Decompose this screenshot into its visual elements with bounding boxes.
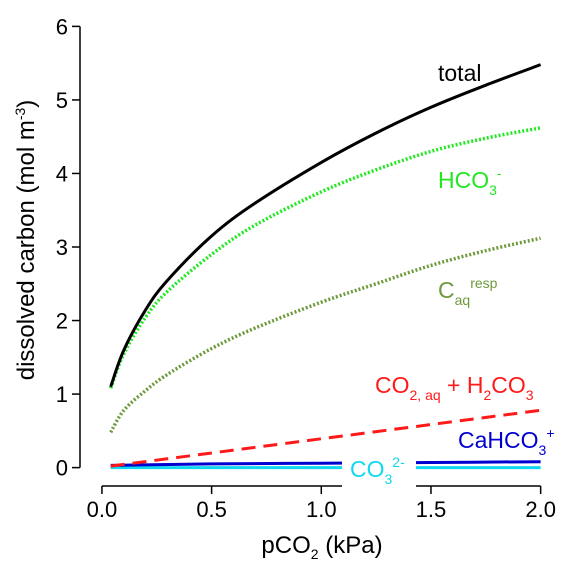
x-tick-label: 0.0 — [87, 497, 118, 522]
series-labels: total HCO3- Caqresp CO2, aq + H2CO3 CaHCO3+ C… — [342, 60, 555, 488]
y-axis-title: dissolved carbon (mol m-3) — [12, 100, 40, 381]
series-group — [109, 63, 542, 470]
x-tick-label: 1.5 — [416, 497, 447, 522]
label-background — [342, 452, 416, 488]
series-line-hco3 — [109, 126, 541, 389]
y-tick-label: 5 — [56, 88, 68, 113]
y-tick-label: 6 — [56, 14, 68, 39]
series-label-hco3: HCO3- — [438, 165, 502, 198]
series-label-cahco3: CaHCO3+ — [458, 425, 555, 458]
y-tick-label: 4 — [56, 161, 68, 186]
y-tick-label: 3 — [56, 235, 68, 260]
series-label-co2-aq-h2co3: CO2, aq + H2CO3 — [375, 372, 534, 403]
series-line-cahco3 — [110, 460, 541, 467]
y-tick-label: 2 — [56, 309, 68, 334]
series-label-co3-2: CO32- — [350, 454, 405, 487]
series-line-total — [109, 63, 542, 388]
x-tick-label: 0.5 — [196, 497, 227, 522]
series-label-total: total — [438, 60, 481, 86]
series-label-caq-resp: Caqresp — [438, 275, 498, 308]
x-tick-label: 1.0 — [306, 497, 337, 522]
x-axis-title: pCO2 (kPa) — [261, 532, 382, 562]
axes: 0.0 0.5 1.0 1.5 2.0 0 1 2 3 4 5 6 — [56, 14, 556, 522]
x-tick-label: 2.0 — [525, 497, 556, 522]
series-line-caq-resp — [109, 236, 541, 434]
series-line-co2-aq-h2co3 — [110, 408, 541, 468]
y-tick-label: 1 — [56, 382, 68, 407]
y-tick-label: 0 — [56, 456, 68, 481]
